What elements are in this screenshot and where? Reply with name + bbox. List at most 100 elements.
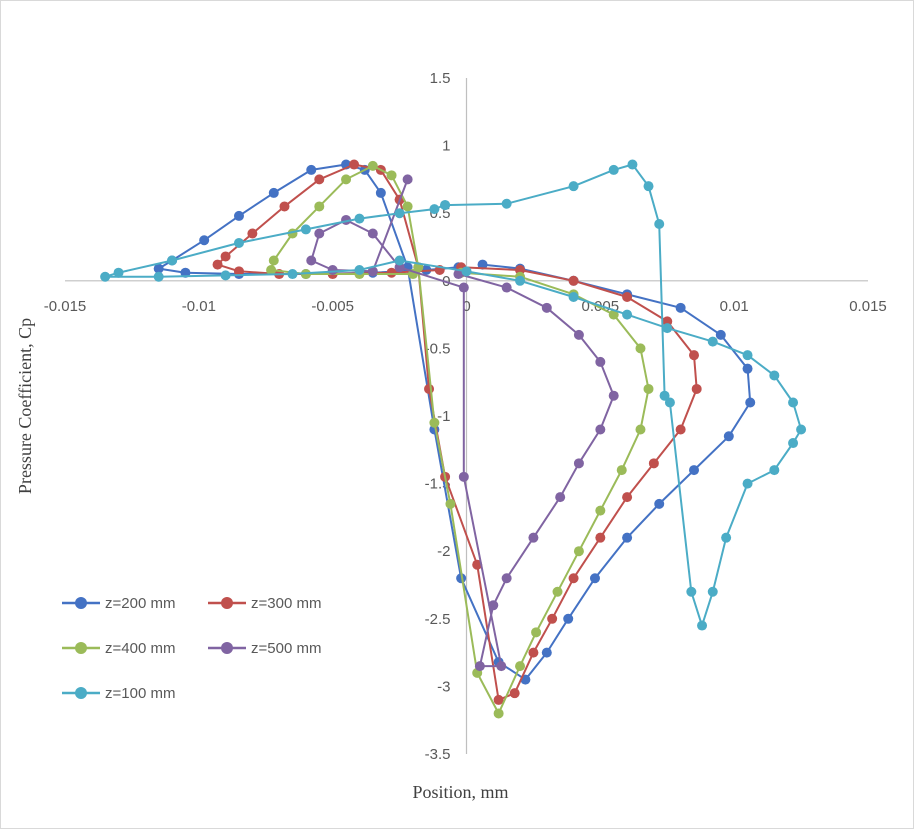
data-point xyxy=(113,267,124,278)
data-point xyxy=(689,465,700,476)
data-point xyxy=(429,204,440,215)
data-point xyxy=(268,187,279,198)
data-point xyxy=(515,275,526,286)
data-point xyxy=(268,255,279,266)
legend-label: z=500 mm xyxy=(251,640,321,657)
data-point xyxy=(386,170,397,181)
data-point xyxy=(501,282,512,293)
data-point xyxy=(501,573,512,584)
data-point xyxy=(563,613,574,624)
data-point xyxy=(386,267,397,278)
data-point xyxy=(715,329,726,340)
data-point xyxy=(402,201,413,212)
data-point xyxy=(595,505,606,516)
data-point xyxy=(501,198,512,209)
data-point xyxy=(622,532,633,543)
data-point xyxy=(212,259,223,270)
data-point xyxy=(445,498,456,509)
y-tick-label: -2 xyxy=(437,543,450,560)
data-point xyxy=(314,228,325,239)
data-point xyxy=(367,228,378,239)
x-tick-label: 0.015 xyxy=(849,298,887,315)
data-point xyxy=(721,532,732,543)
legend-label: z=200 mm xyxy=(105,595,175,612)
legend-marker xyxy=(221,642,233,654)
data-point xyxy=(424,383,435,394)
data-point xyxy=(453,269,464,280)
data-point xyxy=(635,424,646,435)
data-point xyxy=(300,224,311,235)
data-point xyxy=(458,471,469,482)
data-point xyxy=(354,213,365,224)
data-point xyxy=(788,397,799,408)
data-point xyxy=(796,424,807,435)
data-point xyxy=(354,264,365,275)
series-line xyxy=(270,164,650,715)
data-point xyxy=(769,465,780,476)
data-point xyxy=(279,201,290,212)
x-tick-label: -0.015 xyxy=(44,298,87,315)
data-point xyxy=(659,390,670,401)
data-point xyxy=(675,302,686,313)
data-point xyxy=(314,174,325,185)
y-axis-title: Pressure Coefficient, Cp xyxy=(15,318,35,494)
data-point xyxy=(349,159,360,170)
data-point xyxy=(488,600,499,611)
data-point xyxy=(375,187,386,198)
data-point xyxy=(697,620,708,631)
data-point xyxy=(643,181,654,192)
y-tick-label: -3.5 xyxy=(425,746,451,763)
data-point xyxy=(595,424,606,435)
y-tick-label: -3 xyxy=(437,678,450,695)
data-point xyxy=(461,266,472,277)
data-point xyxy=(608,309,619,320)
data-point xyxy=(573,458,584,469)
data-point xyxy=(474,661,485,672)
data-point xyxy=(555,492,566,503)
legend-label: z=100 mm xyxy=(105,685,175,702)
data-point xyxy=(100,271,111,282)
data-point xyxy=(742,363,753,374)
x-axis-title: Position, mm xyxy=(412,782,508,802)
series-line xyxy=(216,163,698,701)
data-point xyxy=(493,708,504,719)
x-tick-label: -0.01 xyxy=(182,298,216,315)
data-point xyxy=(595,532,606,543)
data-point xyxy=(622,492,633,503)
x-tick-label: 0.01 xyxy=(720,298,749,315)
data-point xyxy=(723,431,734,442)
data-point xyxy=(595,356,606,367)
data-point xyxy=(654,498,665,509)
data-point xyxy=(528,532,539,543)
data-point xyxy=(153,263,164,274)
data-point xyxy=(664,397,675,408)
data-point xyxy=(367,160,378,171)
data-point xyxy=(220,251,231,262)
data-point xyxy=(568,181,579,192)
legend-label: z=400 mm xyxy=(105,640,175,657)
data-point xyxy=(528,647,539,658)
data-point xyxy=(287,269,298,280)
data-point xyxy=(707,586,718,597)
data-point xyxy=(440,200,451,211)
series-line xyxy=(104,163,803,627)
data-point xyxy=(769,370,780,381)
y-tick-label: 1 xyxy=(442,138,450,155)
data-point xyxy=(654,219,665,230)
data-point xyxy=(306,164,317,175)
data-point xyxy=(622,292,633,303)
y-tick-label: -1 xyxy=(437,408,450,425)
data-point xyxy=(635,343,646,354)
data-point xyxy=(648,458,659,469)
data-point xyxy=(568,292,579,303)
data-point xyxy=(306,255,317,266)
data-point xyxy=(547,613,558,624)
data-point xyxy=(429,417,440,428)
data-point xyxy=(788,438,799,449)
data-point xyxy=(589,573,600,584)
data-point xyxy=(616,465,627,476)
data-point xyxy=(341,174,352,185)
data-point xyxy=(493,694,504,705)
data-point xyxy=(742,478,753,489)
